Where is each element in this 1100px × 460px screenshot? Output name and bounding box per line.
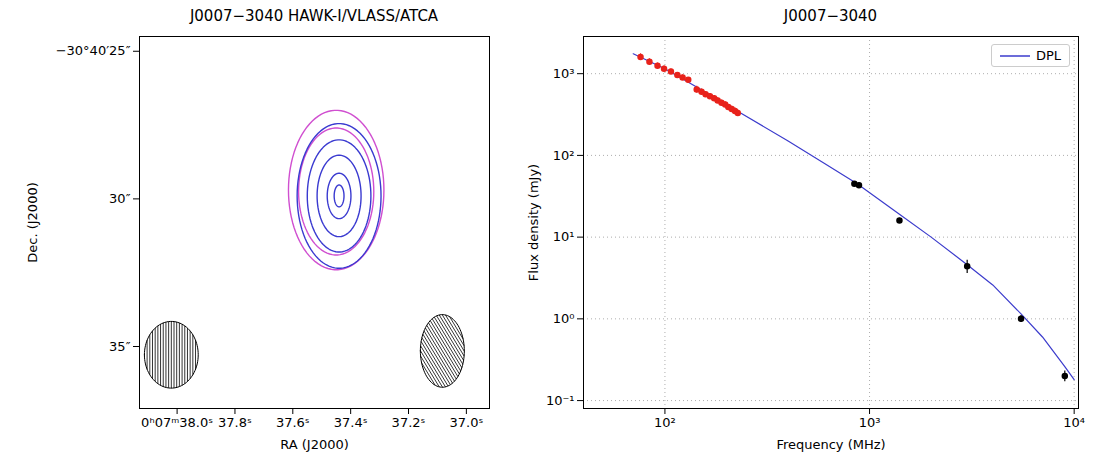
html-text:DPL: DPL (1035, 48, 1061, 63)
svg-text:37.6ˢ: 37.6ˢ (276, 415, 310, 430)
svg-text:RA (J2000): RA (J2000) (280, 437, 349, 452)
svg-text:37.2ˢ: 37.2ˢ (392, 415, 426, 430)
svg-text:Frequency (MHz): Frequency (MHz) (776, 437, 885, 452)
svg-text:30″: 30″ (109, 191, 131, 206)
svg-text:10²: 10² (553, 148, 575, 163)
svg-text:10⁻¹: 10⁻¹ (546, 393, 575, 408)
svg-text:10³: 10³ (553, 66, 575, 81)
svg-text:10⁴: 10⁴ (1063, 415, 1085, 430)
svg-text:37.0ˢ: 37.0ˢ (449, 415, 483, 430)
svg-text:10¹: 10¹ (553, 229, 575, 244)
svg-text:10⁰: 10⁰ (553, 311, 575, 326)
svg-text:37.4ˢ: 37.4ˢ (334, 415, 368, 430)
svg-text:35″: 35″ (109, 339, 131, 354)
html-text:J0007−3040: J0007−3040 (783, 7, 878, 25)
svg-text:−30°40′25″: −30°40′25″ (56, 43, 131, 58)
svg-text:Flux density (mJy): Flux density (mJy) (526, 164, 541, 281)
svg-text:37.8ˢ: 37.8ˢ (218, 415, 252, 430)
svg-text:Dec. (J2000): Dec. (J2000) (25, 182, 40, 262)
html-text:J0007−3040 HAWK-I/VLASS/ATCA: J0007−3040 HAWK-I/VLASS/ATCA (189, 7, 439, 25)
svg-text:0ʰ07ᵐ38.0ˢ: 0ʰ07ᵐ38.0ˢ (141, 415, 213, 430)
svg-text:10³: 10³ (859, 415, 881, 430)
svg-text:10²: 10² (654, 415, 676, 430)
